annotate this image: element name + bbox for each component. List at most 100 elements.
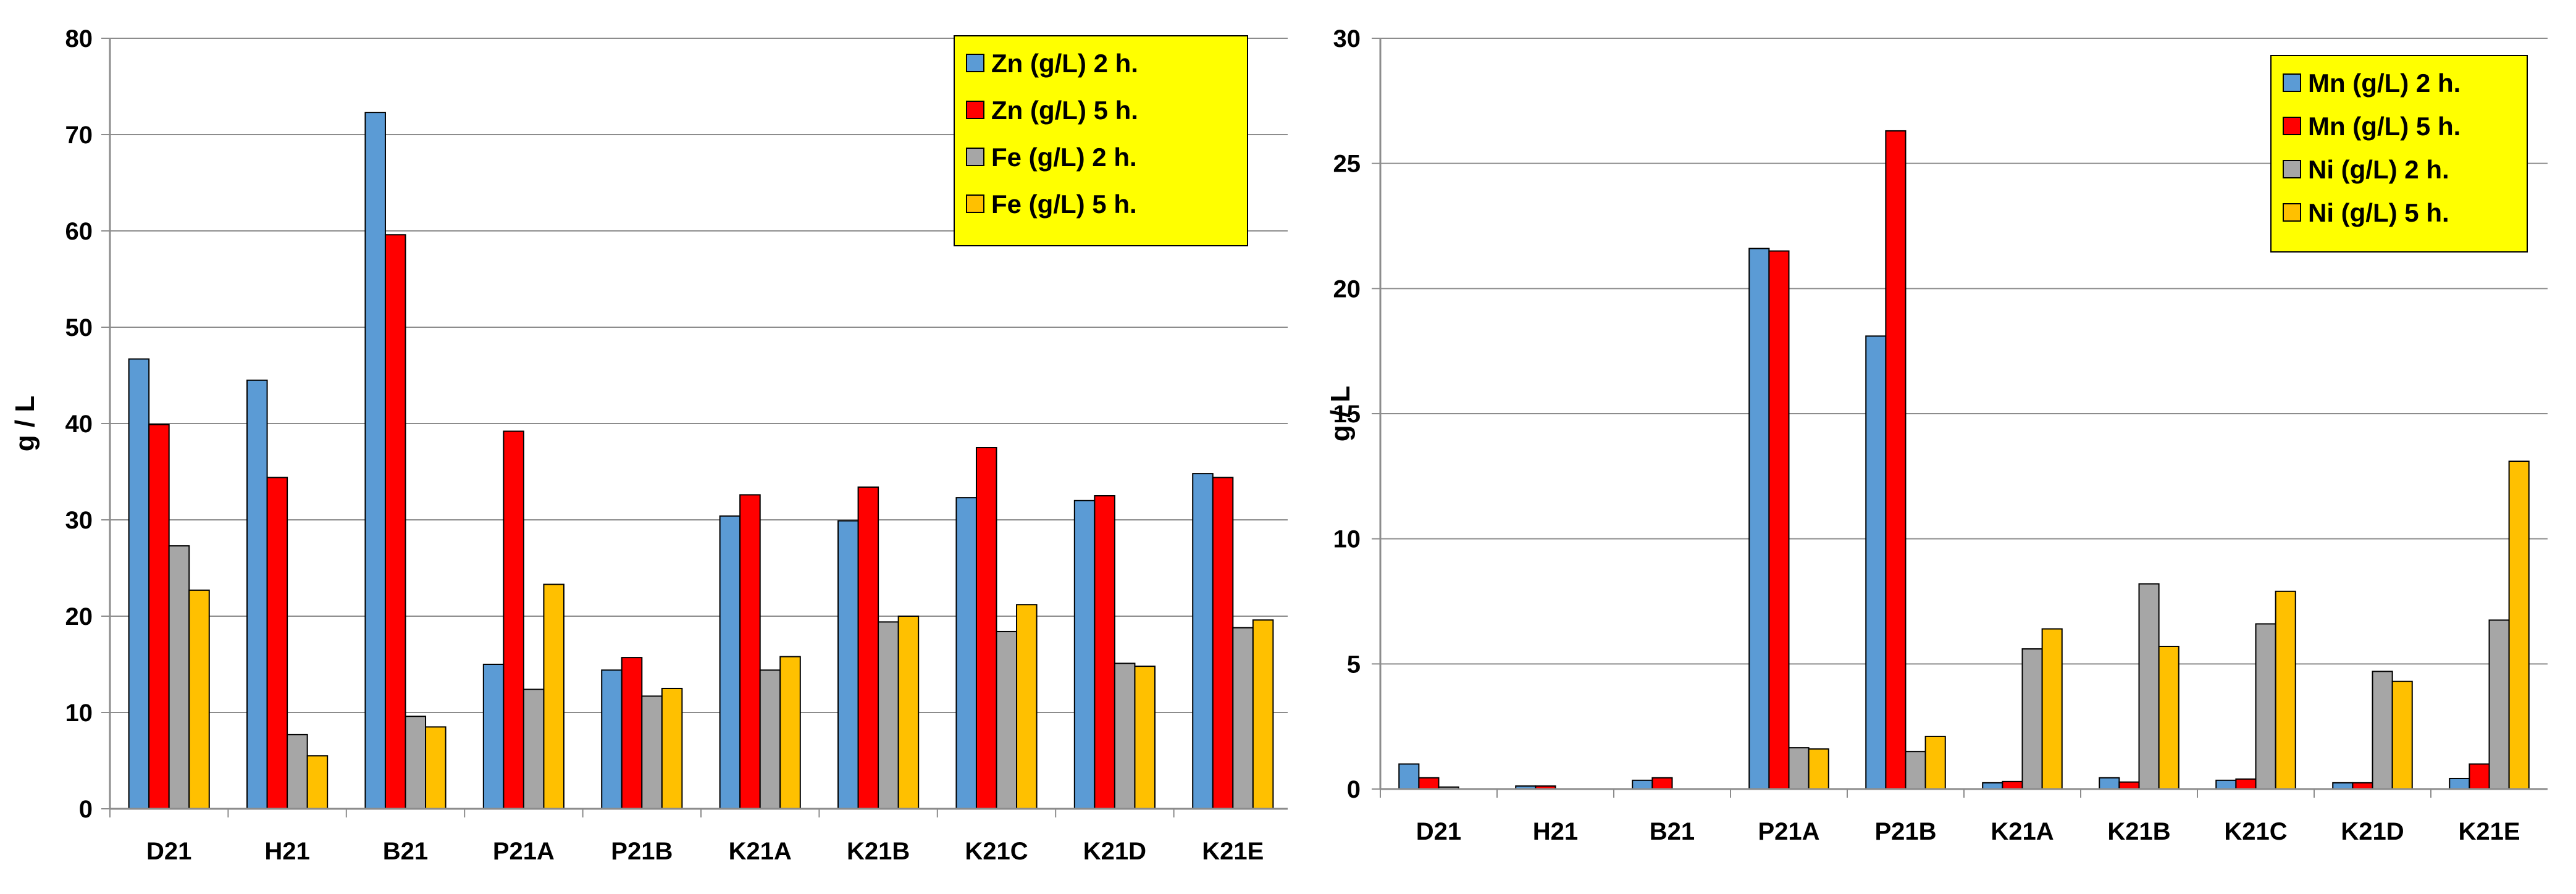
- mn-ni-bar: [2041, 628, 2063, 790]
- zn-fe-bar: [306, 755, 329, 809]
- mn-ni-bar: [2275, 590, 2296, 790]
- mn-ni-legend-label: Mn (g/L) 2 h.: [2308, 69, 2461, 98]
- mn-ni-bar: [1768, 250, 1790, 790]
- mn-ni-bar: [2488, 619, 2510, 790]
- zn-fe-x-tick-label: K21A: [729, 838, 792, 865]
- zn-fe-legend-box: [954, 35, 1248, 246]
- zn-fe-bar: [1252, 619, 1274, 809]
- mn-ni-legend-label: Ni (g/L) 5 h.: [2308, 198, 2449, 227]
- zn-fe-bar: [837, 520, 859, 809]
- zn-fe-bar: [503, 430, 524, 809]
- mn-ni-legend-label: Mn (g/L) 5 h.: [2308, 112, 2461, 141]
- zn-fe-x-tick-label: K21E: [1202, 838, 1264, 865]
- mn-ni-bar: [1748, 248, 1770, 790]
- zn-fe-bar: [522, 688, 545, 810]
- mn-ni-x-tick-label: P21B: [1874, 818, 1936, 845]
- mn-ni-bar: [2099, 777, 2120, 790]
- mn-ni-x-tick-label: K21D: [2341, 818, 2404, 845]
- mn-ni-bar: [1885, 130, 1907, 790]
- mn-ni-legend-label: Ni (g/L) 2 h.: [2308, 155, 2449, 184]
- mn-ni-bar: [1418, 777, 1440, 790]
- zn-fe-bar: [975, 447, 997, 809]
- zn-fe-bar: [857, 486, 879, 809]
- zn-fe-bar: [1134, 666, 1156, 809]
- zn-fe-chart-svg: 0 10 20 30 40 50 60 70 80 g / L D21 H21 B21 P21A P21B K…: [10, 25, 1292, 865]
- zn-fe-x-tick-label: P21A: [493, 838, 555, 865]
- mn-ni-bar: [1788, 747, 1810, 790]
- mn-ni-bar: [1865, 335, 1887, 790]
- zn-fe-bar: [1114, 662, 1136, 809]
- mn-ni-bar: [2391, 680, 2413, 790]
- zn-fe-legend-swatch: [966, 194, 984, 213]
- mn-ni-bar: [1398, 763, 1420, 790]
- zn-fe-bar: [425, 726, 447, 810]
- zn-fe-bar: [384, 234, 406, 809]
- zn-fe-bar: [246, 379, 268, 809]
- mn-ni-x-tick-label: H21: [1533, 818, 1578, 845]
- mn-ni-bar: [2352, 782, 2373, 790]
- zn-fe-bar: [1212, 477, 1234, 809]
- zn-fe-bar: [1016, 604, 1038, 810]
- zn-fe-bar: [897, 616, 920, 809]
- mn-ni-bar: [2215, 779, 2237, 790]
- zn-fe-bar-chart: 0 10 20 30 40 50 60 70 80 g / L D21 H21 B21 P21A P21B K…: [0, 0, 1292, 891]
- zn-fe-bar: [661, 688, 683, 809]
- mn-ni-bar-chart: 0 5 10 15 20 25 30 g / L D21 H21 B21 P21A P21B K21A K2…: [1288, 0, 2576, 891]
- mn-ni-bar: [2118, 781, 2140, 790]
- mn-ni-bar: [2021, 648, 2043, 790]
- mn-ni-bar: [1982, 782, 2003, 790]
- zn-fe-x-tick-label: K21B: [847, 838, 910, 865]
- zn-fe-bar: [1094, 495, 1115, 809]
- zn-fe-legend-label: Zn (g/L) 5 h.: [991, 96, 1138, 125]
- mn-ni-chart-svg: 0 5 10 15 20 25 30 g / L D21 H21 B21 P21A P21B K21A K2…: [1325, 25, 2548, 845]
- zn-fe-bar: [955, 497, 977, 809]
- zn-fe-legend-swatch: [966, 101, 984, 119]
- mn-ni-bar: [2002, 780, 2023, 790]
- mn-ni-legend-box: [2270, 55, 2528, 253]
- zn-fe-bar: [543, 583, 564, 810]
- zn-fe-legend-label: Fe (g/L) 2 h.: [991, 143, 1137, 172]
- zn-fe-bar: [482, 664, 505, 809]
- mn-ni-bar: [2508, 461, 2530, 790]
- zn-fe-bar: [364, 112, 386, 809]
- zn-fe-bar: [188, 589, 210, 809]
- zn-fe-y-tick-label: 60: [65, 218, 93, 245]
- mn-ni-bar: [2235, 778, 2257, 790]
- zn-fe-bar: [287, 733, 308, 810]
- mn-ni-legend: Mn (g/L) 2 h. Mn (g/L) 5 h. Ni (g/L) 2 h. N…: [2270, 55, 2528, 253]
- mn-ni-y-tick-label: 0: [1347, 776, 1361, 803]
- zn-fe-y-tick-label: 70: [65, 122, 93, 149]
- zn-fe-x-tick-label: K21C: [965, 838, 1028, 865]
- zn-fe-y-axis-label: g / L: [10, 396, 40, 451]
- mn-ni-bar: [2469, 763, 2490, 790]
- zn-fe-bar: [779, 656, 801, 810]
- mn-ni-bar: [1905, 751, 1926, 790]
- zn-fe-y-tick-label: 0: [79, 796, 93, 823]
- mn-ni-bar: [2372, 670, 2393, 790]
- mn-ni-x-tick-label: K21E: [2458, 818, 2520, 845]
- mn-ni-x-tick-label: D21: [1416, 818, 1461, 845]
- zn-fe-bar: [641, 695, 663, 809]
- mn-ni-x-tick-label: B21: [1650, 818, 1695, 845]
- mn-ni-bar: [2158, 645, 2180, 790]
- zn-fe-bar: [1232, 627, 1254, 809]
- zn-fe-legend: Zn (g/L) 2 h. Zn (g/L) 5 h. Fe (g/L) 2 h. F…: [954, 35, 1248, 246]
- mn-ni-bar: [2332, 782, 2354, 790]
- mn-ni-y-tick-label: 25: [1333, 151, 1361, 178]
- mn-ni-legend-swatch: [2283, 203, 2301, 222]
- zn-fe-bar: [878, 621, 899, 809]
- zn-fe-bar: [739, 494, 761, 809]
- mn-ni-legend-swatch: [2283, 160, 2301, 178]
- mn-ni-bar: [1651, 777, 1673, 790]
- zn-fe-y-tick-label: 30: [65, 507, 93, 534]
- zn-fe-y-tick-label: 50: [65, 314, 93, 341]
- mn-ni-x-tick-label: K21A: [1991, 818, 2054, 845]
- mn-ni-y-tick-label: 5: [1347, 651, 1361, 678]
- zn-fe-bar: [759, 669, 781, 809]
- zn-fe-bar: [996, 630, 1018, 810]
- mn-ni-x-tick-label: K21B: [2107, 818, 2170, 845]
- zn-fe-legend-swatch: [966, 54, 984, 72]
- zn-fe-y-tick-label: 10: [65, 700, 93, 727]
- zn-fe-bar: [128, 358, 150, 809]
- zn-fe-bar: [168, 545, 190, 809]
